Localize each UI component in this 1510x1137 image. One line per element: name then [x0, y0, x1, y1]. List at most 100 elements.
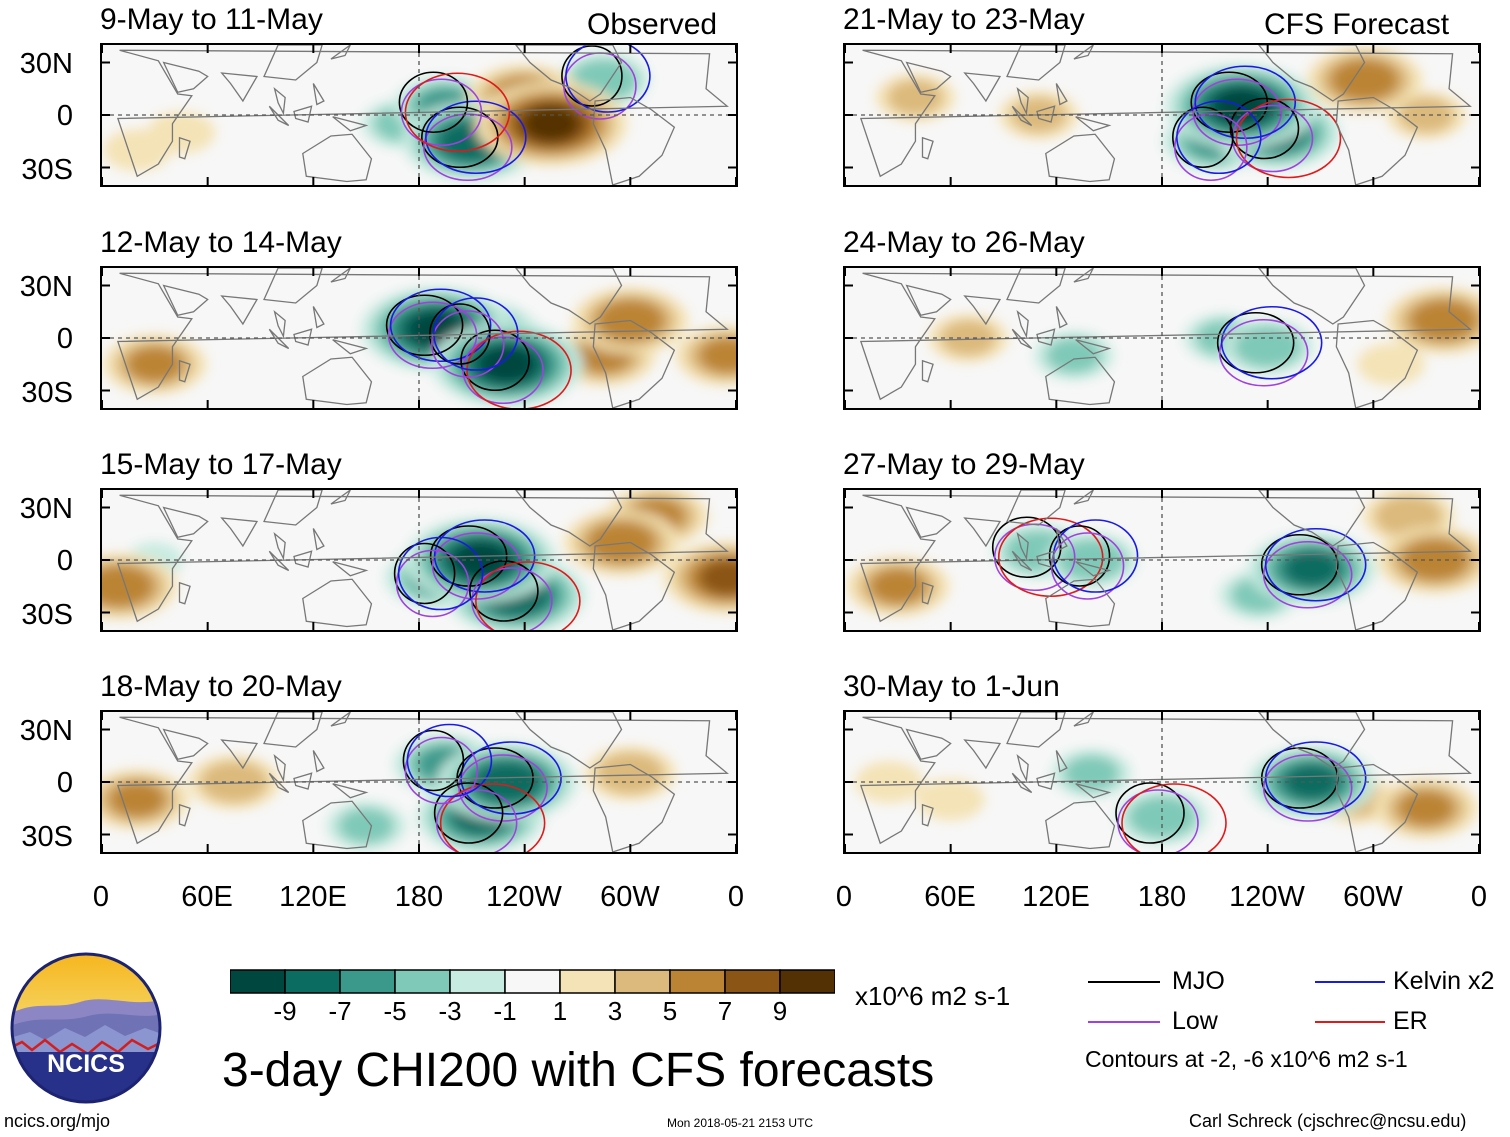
anomaly-blob [1356, 343, 1425, 386]
coastline [273, 309, 286, 339]
colorbar-tick-label: -1 [493, 996, 517, 1026]
panel-title: 9-May to 11-May [100, 3, 323, 36]
anomaly-blob [1233, 325, 1302, 368]
colorbar-tick-label: 3 [607, 996, 623, 1026]
colorbar-swatch [394, 969, 451, 994]
panel-title: 24-May to 26-May [843, 226, 1085, 259]
coastline [515, 268, 623, 325]
panel-title: 21-May to 23-May [843, 3, 1085, 36]
coastline [1055, 750, 1068, 773]
coastline [268, 328, 290, 350]
coastline [515, 490, 623, 547]
coastline [1011, 550, 1033, 572]
contour-line [997, 517, 1104, 598]
coastline [1335, 763, 1419, 852]
y-tick-label: 0 [56, 767, 73, 799]
contour-line [1176, 100, 1262, 175]
coastline [963, 517, 1002, 548]
coastline [116, 272, 729, 401]
coastline [312, 528, 325, 551]
x-tick-label: 0 [835, 881, 853, 913]
coastline [293, 550, 313, 568]
map-panel-observed-4 [100, 710, 738, 854]
contour-line [565, 45, 651, 113]
coastline [178, 136, 191, 160]
contour-line [433, 782, 504, 844]
coastline [859, 494, 1472, 623]
panel-title: 18-May to 20-May [100, 670, 342, 703]
colorbar [230, 969, 835, 994]
anomaly-blob [102, 565, 154, 608]
coastline [116, 49, 729, 178]
legend-label-low: Low [1172, 1007, 1218, 1035]
y-tick-label: 30S [21, 154, 73, 186]
colorbar-swatch [449, 969, 506, 994]
coastline [1036, 328, 1056, 346]
coastline [592, 319, 676, 408]
anomaly-blob [596, 752, 665, 795]
coastline [1036, 772, 1056, 790]
anomaly-blob [126, 346, 183, 383]
legend-line-er [1315, 1021, 1385, 1023]
coastline [1036, 550, 1056, 568]
y-tick-label: 0 [56, 545, 73, 577]
coastline [293, 105, 313, 123]
contour-line [1216, 311, 1295, 374]
anomaly-blob [147, 111, 216, 154]
coastline [1258, 712, 1366, 769]
coastline [273, 753, 286, 783]
coastline [1075, 116, 1112, 132]
colorbar-swatch [284, 969, 341, 994]
x-tick-label: 120W [1229, 881, 1305, 913]
contour-line [471, 567, 553, 630]
contour-line [458, 754, 548, 822]
map-panel-forecast-1 [843, 43, 1481, 187]
legend-label-er: ER [1393, 1007, 1428, 1035]
coastline [220, 739, 259, 770]
y-tick-label: 30S [21, 377, 73, 409]
y-tick-label: 30S [21, 821, 73, 853]
contour-line [1220, 305, 1323, 380]
y-tick-label: 0 [56, 100, 73, 132]
contour-line [1115, 782, 1185, 844]
contour-line [423, 113, 513, 182]
coastline [162, 284, 209, 316]
coastline [268, 105, 290, 127]
contour-line [561, 45, 623, 107]
coastline [1016, 309, 1029, 339]
coastline [1011, 328, 1033, 350]
contour-line [1260, 533, 1339, 596]
anomaly-blob [523, 105, 580, 142]
coastline [293, 772, 313, 790]
anomaly-blob [855, 761, 924, 803]
x-tick-label: 60W [600, 881, 660, 913]
coastline [1006, 490, 1066, 526]
coastline [963, 739, 1002, 770]
anomaly-blob [869, 568, 926, 605]
x-tick-label: 120E [1022, 881, 1090, 913]
contour-line [991, 516, 1062, 579]
coastline [178, 359, 191, 383]
contour-line [393, 542, 456, 605]
contour-line [1048, 525, 1111, 587]
coastline [921, 803, 934, 827]
anomaly-blob [1330, 59, 1399, 101]
coastline [332, 339, 369, 355]
coastline [963, 72, 1002, 103]
coastline [515, 712, 623, 769]
coastline [1073, 490, 1094, 505]
colorbar-tick-label: -3 [438, 996, 462, 1026]
legend-line-kelvin [1315, 981, 1385, 983]
coastline [263, 712, 323, 748]
coastline [921, 136, 934, 160]
anomaly-blob [1400, 539, 1469, 581]
anomaly-blob [699, 559, 736, 596]
anomaly-blob [1409, 299, 1478, 342]
coastline [1011, 772, 1033, 794]
anomaly-blob [1398, 790, 1455, 827]
contour-line [385, 294, 464, 357]
contour-line [1229, 97, 1300, 160]
legend-line-low [1088, 1021, 1160, 1023]
legend-line-mjo [1088, 981, 1160, 983]
footer-url[interactable]: ncics.org/mjo [4, 1111, 111, 1131]
